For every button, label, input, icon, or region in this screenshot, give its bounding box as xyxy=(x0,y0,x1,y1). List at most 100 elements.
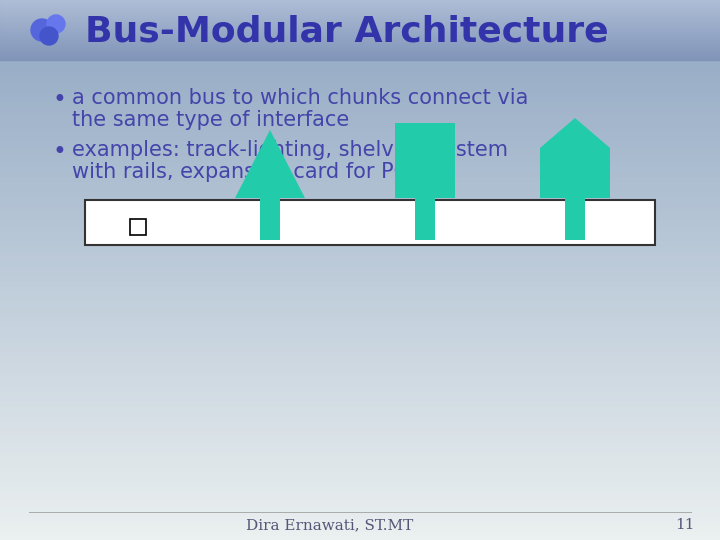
Bar xyxy=(0,0,720,5)
Bar xyxy=(0,194,720,200)
Bar xyxy=(0,245,720,250)
Bar xyxy=(0,59,720,65)
Bar xyxy=(0,3,720,4)
Bar xyxy=(0,55,720,60)
Bar xyxy=(0,30,720,31)
Bar xyxy=(0,170,720,175)
Bar xyxy=(0,469,720,475)
Bar xyxy=(0,35,720,36)
Text: Bus-Modular Architecture: Bus-Modular Architecture xyxy=(85,15,608,49)
Bar xyxy=(0,41,720,42)
Bar xyxy=(0,75,720,80)
Bar xyxy=(0,440,720,445)
Bar xyxy=(415,195,435,240)
Bar xyxy=(0,380,720,385)
Bar xyxy=(0,415,720,420)
Bar xyxy=(0,515,720,520)
Bar xyxy=(0,495,720,500)
Bar xyxy=(0,32,720,33)
Bar xyxy=(0,14,720,15)
Bar xyxy=(0,94,720,100)
Bar xyxy=(0,294,720,300)
Bar xyxy=(0,40,720,41)
Bar xyxy=(0,36,720,37)
Bar xyxy=(0,84,720,90)
Bar xyxy=(0,29,720,30)
Bar xyxy=(0,119,720,125)
Bar xyxy=(0,105,720,110)
Bar xyxy=(130,219,146,235)
Bar xyxy=(0,300,720,305)
Bar xyxy=(260,195,280,240)
Bar xyxy=(0,159,720,165)
Bar xyxy=(0,340,720,345)
Bar xyxy=(0,59,720,60)
Bar xyxy=(0,504,720,510)
Bar xyxy=(0,56,720,57)
Bar xyxy=(0,395,720,400)
Bar xyxy=(0,369,720,375)
Bar xyxy=(0,6,720,7)
Bar xyxy=(0,34,720,35)
Text: examples: track-lighting, shelving system: examples: track-lighting, shelving syste… xyxy=(72,140,508,160)
Bar xyxy=(0,13,720,14)
Polygon shape xyxy=(235,130,305,198)
Bar xyxy=(0,4,720,10)
Bar xyxy=(0,58,720,59)
Bar xyxy=(0,70,720,75)
Bar xyxy=(0,179,720,185)
Bar xyxy=(0,349,720,355)
Bar xyxy=(0,79,720,85)
Bar xyxy=(0,1,720,2)
Bar xyxy=(0,25,720,26)
Bar xyxy=(0,43,720,44)
Text: Dira Ernawati, ST.MT: Dira Ernawati, ST.MT xyxy=(246,518,413,532)
Bar xyxy=(0,530,720,535)
Bar xyxy=(0,449,720,455)
Bar xyxy=(0,19,720,25)
Bar xyxy=(0,154,720,160)
Bar xyxy=(0,15,720,20)
Bar xyxy=(0,285,720,290)
Bar xyxy=(85,200,655,245)
Bar xyxy=(0,114,720,120)
Bar xyxy=(0,435,720,440)
Bar xyxy=(0,280,720,285)
Bar xyxy=(0,524,720,530)
Bar xyxy=(0,424,720,430)
Bar xyxy=(0,90,720,95)
Bar xyxy=(0,460,720,465)
Bar xyxy=(0,329,720,335)
Bar xyxy=(0,38,720,39)
Bar xyxy=(0,400,720,405)
Bar xyxy=(0,309,720,315)
Bar xyxy=(0,44,720,50)
Bar xyxy=(0,389,720,395)
Bar xyxy=(0,484,720,490)
Bar xyxy=(0,9,720,10)
Bar xyxy=(0,7,720,8)
Bar xyxy=(0,464,720,470)
Bar xyxy=(0,150,720,155)
Bar xyxy=(0,404,720,410)
Bar xyxy=(0,185,720,190)
Text: with rails, expansion card for PC: with rails, expansion card for PC xyxy=(72,162,408,182)
Bar xyxy=(0,269,720,275)
Bar xyxy=(0,475,720,480)
Bar xyxy=(0,489,720,495)
Bar xyxy=(0,46,720,47)
Bar xyxy=(0,30,720,35)
Bar xyxy=(0,18,720,19)
Bar xyxy=(0,15,720,16)
Bar xyxy=(0,20,720,21)
Bar xyxy=(0,31,720,32)
Bar xyxy=(565,195,585,240)
Bar xyxy=(0,4,720,5)
Bar xyxy=(0,50,720,55)
Bar xyxy=(0,22,720,23)
Text: 11: 11 xyxy=(675,518,695,532)
Bar xyxy=(0,64,720,70)
Bar xyxy=(0,8,720,9)
Bar xyxy=(0,455,720,460)
Bar xyxy=(0,364,720,370)
